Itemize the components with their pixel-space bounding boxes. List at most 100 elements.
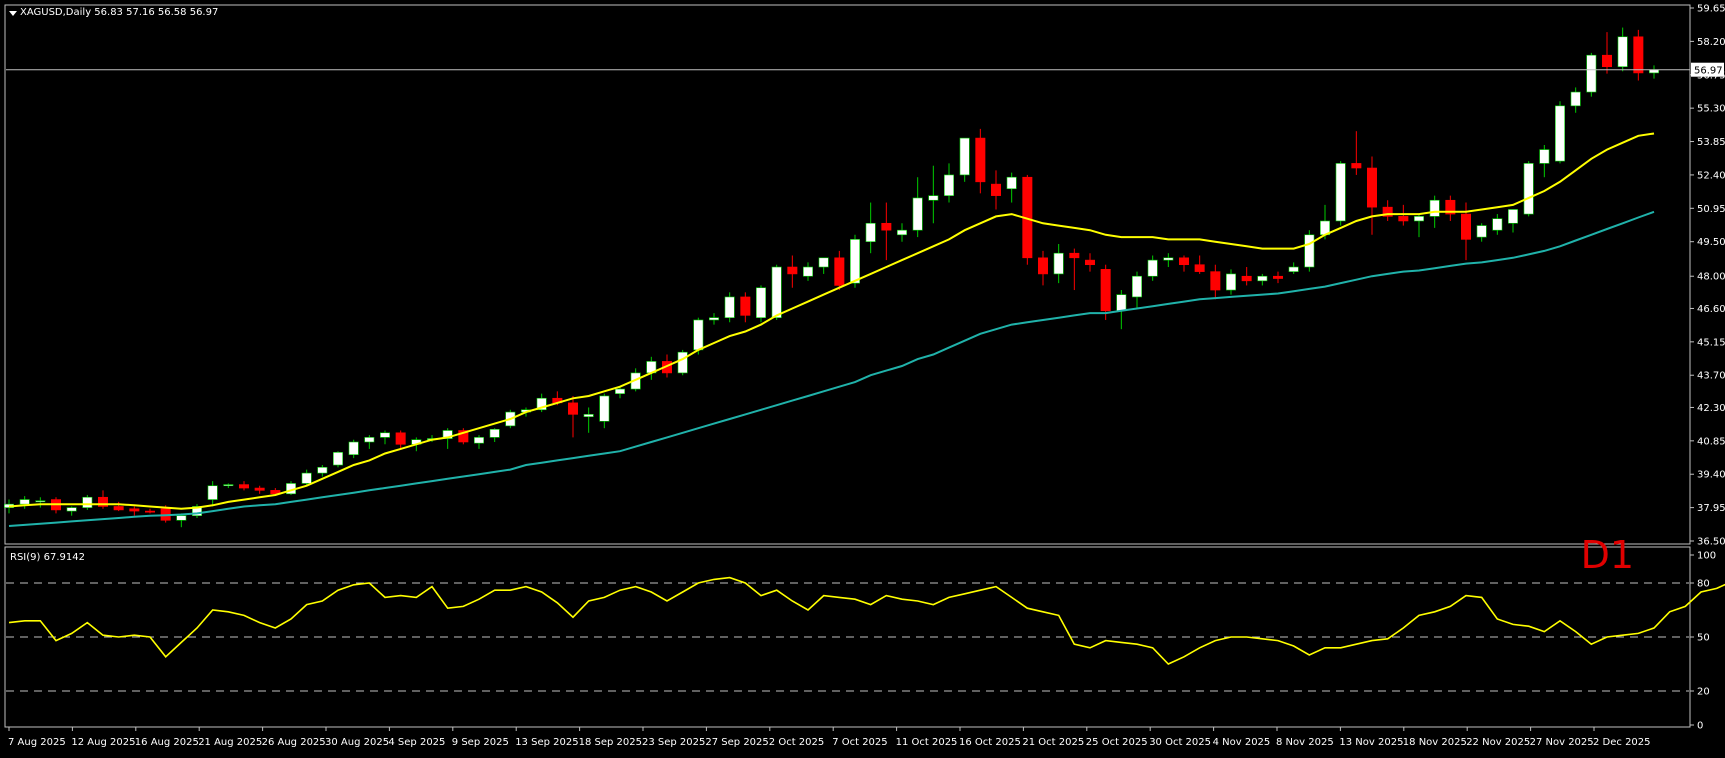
candle-body (176, 515, 187, 521)
bullish-candle (1523, 161, 1534, 217)
bearish-candle (270, 488, 281, 495)
bullish-candle (943, 163, 954, 203)
candle-body (66, 507, 77, 512)
bullish-candle (285, 481, 296, 495)
bullish-candle (317, 465, 328, 477)
candle-body (35, 500, 46, 503)
current-price-label: 56.97 (1694, 66, 1723, 77)
time-tick-label: 23 Sep 2025 (642, 737, 705, 748)
candle-body (693, 319, 704, 351)
candle-body (1085, 259, 1096, 266)
candle-body (1351, 163, 1362, 169)
bearish-candle (1382, 200, 1393, 221)
price-tick-label: 46.60 (1697, 304, 1725, 315)
bullish-candle (677, 349, 688, 376)
bullish-candle (912, 177, 923, 238)
candle-body (1100, 269, 1111, 312)
price-tick-label: 49.50 (1697, 237, 1725, 248)
collapse-arrow-icon[interactable] (9, 11, 17, 16)
timeframe-badge: D1 (1581, 533, 1634, 577)
candle-body (1461, 213, 1472, 240)
candle-body (254, 487, 265, 491)
candle-body (865, 222, 876, 242)
bearish-candle (787, 255, 798, 288)
bullish-candle (802, 262, 813, 281)
price-tick-label: 36.50 (1697, 537, 1725, 548)
candle-body (1194, 264, 1205, 272)
time-tick-label: 7 Aug 2025 (8, 737, 66, 748)
price-tick-label: 55.30 (1697, 104, 1725, 115)
candle-body (1492, 218, 1503, 231)
candle-body (1523, 163, 1534, 215)
candle-body (348, 441, 359, 455)
bullish-candle (583, 407, 594, 433)
price-tick-label: 43.70 (1697, 371, 1725, 382)
bullish-candle (865, 202, 876, 254)
bullish-candle (489, 428, 500, 442)
bearish-candle (1194, 255, 1205, 274)
candle-body (145, 510, 156, 513)
bullish-candle (192, 504, 203, 518)
candle-body (708, 317, 719, 321)
bullish-candle (849, 234, 860, 288)
time-axis: 7 Aug 2025 12 Aug 2025 16 Aug 2025 21 Aug 2… (8, 727, 1651, 748)
bearish-candle (129, 506, 140, 516)
symbol-info: XAGUSD,Daily 56.83 57.16 56.58 56.97 (20, 7, 218, 18)
bearish-candle (567, 395, 578, 438)
candle-body (473, 437, 484, 444)
candle-body (1539, 149, 1550, 164)
candle-body (1617, 36, 1628, 68)
bearish-candle (1179, 255, 1190, 272)
candle-body (834, 257, 845, 286)
candle-body (1116, 294, 1127, 312)
bullish-candle (332, 451, 343, 468)
bearish-candle (1367, 156, 1378, 235)
bearish-candle (1633, 29, 1644, 81)
bullish-candle (1414, 214, 1425, 238)
candle-body (677, 351, 688, 374)
price-tick-label: 58.20 (1697, 37, 1725, 48)
time-tick-label: 13 Sep 2025 (515, 737, 578, 748)
bullish-candle (1257, 273, 1268, 286)
bullish-candle (928, 165, 939, 224)
candle-body (1304, 234, 1315, 268)
candle-body (489, 429, 500, 438)
bullish-candle (614, 386, 625, 399)
candle-body (818, 257, 829, 268)
bullish-candle (66, 506, 77, 516)
time-tick-label: 16 Aug 2025 (135, 737, 199, 748)
price-tick-label: 39.40 (1697, 470, 1725, 481)
candle-body (192, 506, 203, 516)
bullish-candle (207, 481, 218, 507)
bearish-candle (1210, 264, 1221, 300)
price-tick-label: 45.15 (1697, 337, 1725, 348)
candle-body (1382, 206, 1393, 217)
candle-body (1147, 259, 1158, 277)
candle-body (442, 430, 453, 439)
candle-body (395, 432, 406, 445)
time-tick-label: 16 Oct 2025 (959, 737, 1021, 748)
candle-body (740, 296, 751, 316)
time-tick-label: 4 Sep 2025 (388, 737, 445, 748)
bullish-candle (379, 430, 390, 445)
time-tick-label: 27 Nov 2025 (1530, 737, 1594, 748)
bullish-candle (1617, 27, 1628, 72)
bearish-candle (975, 128, 986, 194)
bullish-candle (1053, 243, 1064, 284)
candle-body (379, 432, 390, 438)
time-tick-label: 8 Nov 2025 (1276, 737, 1334, 748)
bullish-candle (771, 264, 782, 320)
bearish-candle (145, 508, 156, 514)
bullish-candle (442, 428, 453, 449)
candle-body (1602, 54, 1613, 68)
candle-body (301, 472, 312, 484)
rsi-tick-label: 100 (1697, 551, 1716, 562)
bullish-candle (1539, 144, 1550, 178)
candle-body (1508, 209, 1519, 224)
bullish-candle (708, 313, 719, 325)
rsi-tick-label: 20 (1697, 687, 1710, 698)
candle-body (724, 296, 735, 318)
